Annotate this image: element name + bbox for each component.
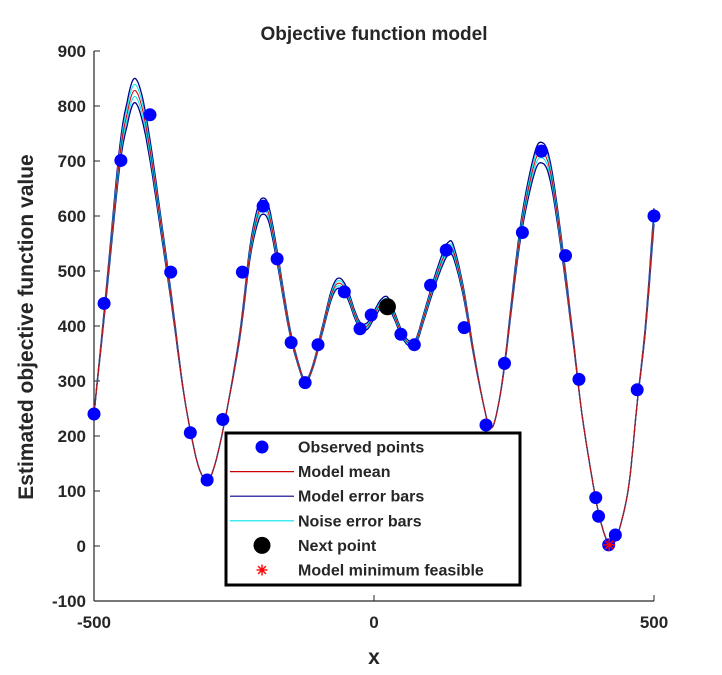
y-tick-label: 0 <box>77 537 86 556</box>
x-tick-label: -500 <box>77 613 111 632</box>
observed-point <box>394 327 408 341</box>
legend-symbol <box>253 536 271 554</box>
observed-point <box>114 153 128 167</box>
observed-point <box>559 249 573 263</box>
observed-point <box>647 209 661 223</box>
observed-point <box>479 418 493 432</box>
observed-point <box>439 243 453 257</box>
y-tick-label: 800 <box>58 97 86 116</box>
observed-point <box>311 338 325 352</box>
observed-point <box>608 528 622 542</box>
y-tick-label: 400 <box>58 317 86 336</box>
legend-label: Model mean <box>298 464 390 481</box>
observed-point <box>424 278 438 292</box>
model-minimum-point <box>603 538 616 551</box>
observed-point <box>364 308 378 322</box>
x-tick-label: 500 <box>640 613 668 632</box>
y-tick-label: 100 <box>58 482 86 501</box>
observed-point <box>534 144 548 158</box>
observed-point <box>407 338 421 352</box>
legend-items: Observed points Model mean Model error bar… <box>230 440 484 580</box>
y-tick-label: 200 <box>58 427 86 446</box>
observed-point <box>200 473 214 487</box>
legend-label: Observed points <box>298 440 424 457</box>
legend-item-next_point: Next point <box>253 536 377 555</box>
observed-point <box>270 252 284 266</box>
x-axis-label: x <box>368 646 380 669</box>
chart-title: Objective function model <box>261 24 488 45</box>
y-tick-label: 600 <box>58 207 86 226</box>
observed-point <box>256 199 270 213</box>
legend-item-model_mean: Model mean <box>230 464 390 481</box>
legend-label: Model error bars <box>298 489 424 506</box>
x-tick-label: 0 <box>369 613 378 632</box>
special-points <box>378 298 616 551</box>
observed-point <box>183 426 197 440</box>
observed-point <box>164 265 178 279</box>
y-tick-label: 900 <box>58 42 86 61</box>
next-point <box>378 298 396 316</box>
y-tick-label: -100 <box>52 592 86 611</box>
legend-item-model_min: Model minimum feasible <box>256 563 484 580</box>
observed-point <box>497 356 511 370</box>
legend-item-noise_error: Noise error bars <box>230 513 422 530</box>
observed-point <box>284 336 298 349</box>
x-axis: -500 0 500 <box>77 595 668 632</box>
legend: Observed points Model mean Model error bar… <box>224 431 522 587</box>
observed-point <box>143 108 157 122</box>
legend-item-model_error: Model error bars <box>230 489 424 506</box>
observed-point <box>630 383 644 397</box>
legend-symbol <box>256 564 268 576</box>
observed-point <box>353 322 367 336</box>
legend-label: Noise error bars <box>298 513 422 530</box>
observed-point <box>572 372 586 386</box>
y-axis: -100 0 100 200 300 400 500 600 700 800 900 <box>52 42 100 611</box>
legend-label: Next point <box>298 538 377 555</box>
observed-point <box>457 321 471 335</box>
y-tick-label: 700 <box>58 152 86 171</box>
observed-point <box>87 407 101 421</box>
legend-label: Model minimum feasible <box>298 563 484 580</box>
observed-point <box>592 509 606 523</box>
legend-item-observed: Observed points <box>255 440 424 457</box>
observed-point <box>589 491 603 505</box>
legend-symbol <box>255 440 269 454</box>
observed-point <box>298 376 312 390</box>
observed-points <box>87 108 661 552</box>
y-axis-label: Estimated objective function value <box>15 154 38 499</box>
observed-point <box>515 226 529 239</box>
observed-point <box>216 413 230 426</box>
observed-point <box>337 285 351 299</box>
observed-point <box>97 296 111 310</box>
y-tick-label: 500 <box>58 262 86 281</box>
observed-point <box>235 265 249 279</box>
legend-box <box>224 431 522 587</box>
y-tick-label: 300 <box>58 372 86 391</box>
